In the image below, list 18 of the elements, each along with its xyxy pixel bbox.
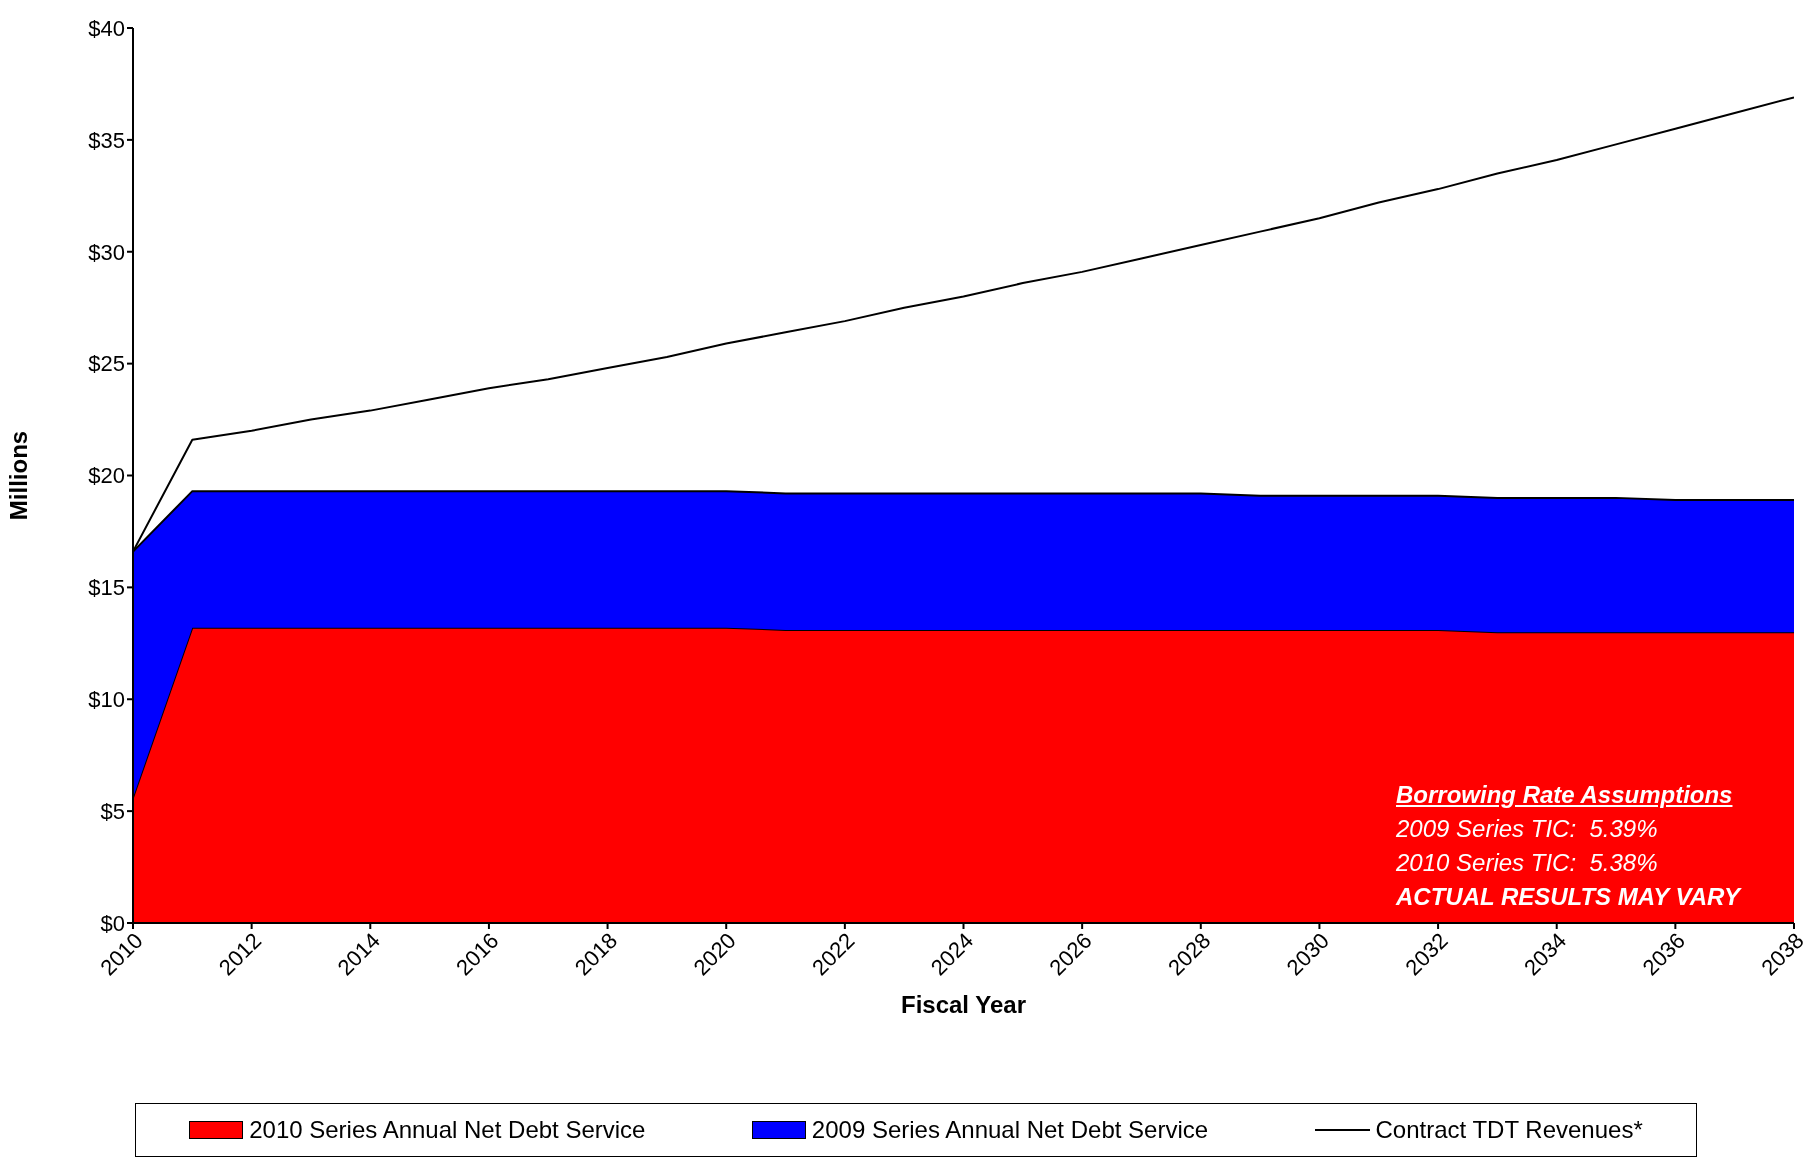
annotation: 2010 Series TIC: 5.38%: [1396, 848, 1659, 878]
y-axis-title: Millions: [4, 430, 32, 521]
y-tick-label: $35: [88, 127, 125, 153]
y-tick-label: $25: [88, 351, 125, 377]
y-tick-label: $0: [100, 910, 125, 936]
legend-label: 2010 Series Annual Net Debt Service: [249, 1116, 646, 1144]
annotation: Borrowing Rate Assumptions: [1396, 780, 1734, 810]
y-tick-label: $20: [88, 463, 125, 489]
y-tick-label: $5: [100, 798, 125, 824]
y-tick-label: $10: [88, 687, 125, 713]
legend-label: 2009 Series Annual Net Debt Service: [811, 1116, 1209, 1144]
y-tick-label: $40: [88, 15, 125, 41]
y-tick-label: $15: [88, 575, 125, 601]
legend-label: Contract TDT Revenues*: [1375, 1116, 1643, 1144]
y-tick-label: $30: [88, 239, 125, 265]
x-axis-title: Fiscal Year: [901, 991, 1026, 1018]
annotation: ACTUAL RESULTS MAY VARY: [1396, 882, 1741, 912]
annotation: 2009 Series TIC: 5.39%: [1396, 814, 1659, 844]
